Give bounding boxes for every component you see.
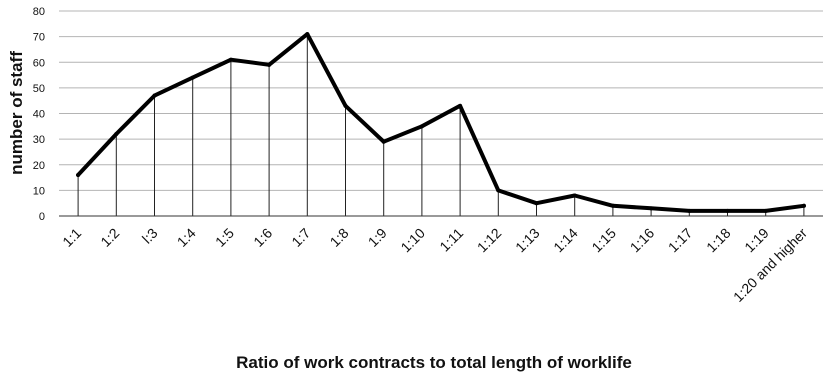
x-tick-label: 1:4 [174,225,199,250]
x-tick-label: 1:8 [327,225,352,250]
x-tick-label: 1:17 [665,225,696,256]
y-tick-label: 50 [33,83,45,95]
data-point [153,94,157,98]
x-tick-label: 1:11 [436,225,466,255]
x-tick-label: 1:7 [288,225,313,250]
data-point [191,76,195,80]
data-point [267,63,271,67]
x-tick-label: l:3 [139,225,161,247]
data-point [344,104,348,108]
series-group [76,32,806,213]
x-tick-label: 1:16 [627,225,658,256]
data-point [726,209,730,213]
x-tick-label: 1:15 [588,225,619,256]
y-tick-label: 60 [33,57,45,69]
x-tick-label: 1:19 [741,225,772,256]
y-axis-title: number of staff [7,51,26,175]
data-point [496,188,500,192]
y-tick-label: 0 [39,211,45,223]
y-axis-ticks: 0 10 20 30 40 50 60 70 80 [33,6,45,223]
data-point [382,140,386,144]
x-tick-label: 1:2 [97,225,122,250]
x-tick-label: 1:5 [212,225,237,250]
data-point [535,201,539,205]
x-tick-label: 1:9 [365,225,390,250]
data-point [229,58,233,62]
x-tick-label: 1:12 [474,225,505,256]
y-tick-label: 40 [33,109,45,121]
data-point [114,132,118,136]
data-point [458,104,462,108]
data-point [305,32,309,36]
y-tick-label: 20 [33,160,45,172]
x-axis-ticks: 1:1 1:2 l:3 1:4 1:5 1:6 1:7 1:8 1:9 1:10 1:11 1:12 1… [59,225,810,305]
x-tick-label: 1:10 [397,225,428,256]
data-point [573,194,577,198]
data-point [687,209,691,213]
y-tick-label: 80 [33,6,45,18]
y-tick-label: 30 [33,134,45,146]
x-tick-label: 1:1 [59,225,84,250]
drop-lines [78,34,804,216]
y-tick-label: 10 [33,185,45,197]
data-point [420,124,424,128]
x-axis-title: Ratio of work contracts to total length … [236,353,632,372]
series-line [78,34,804,211]
data-point [764,209,768,213]
x-tick-label: 1:13 [512,225,543,256]
grid-lines [59,11,823,190]
data-point [76,173,80,177]
x-tick-label: 1:6 [250,225,275,250]
x-tick-label: 1:14 [550,225,581,256]
data-point [649,206,653,210]
data-point [611,204,615,208]
data-point [802,204,806,208]
x-tick-label: 1:18 [703,225,734,256]
y-tick-label: 70 [33,32,45,44]
